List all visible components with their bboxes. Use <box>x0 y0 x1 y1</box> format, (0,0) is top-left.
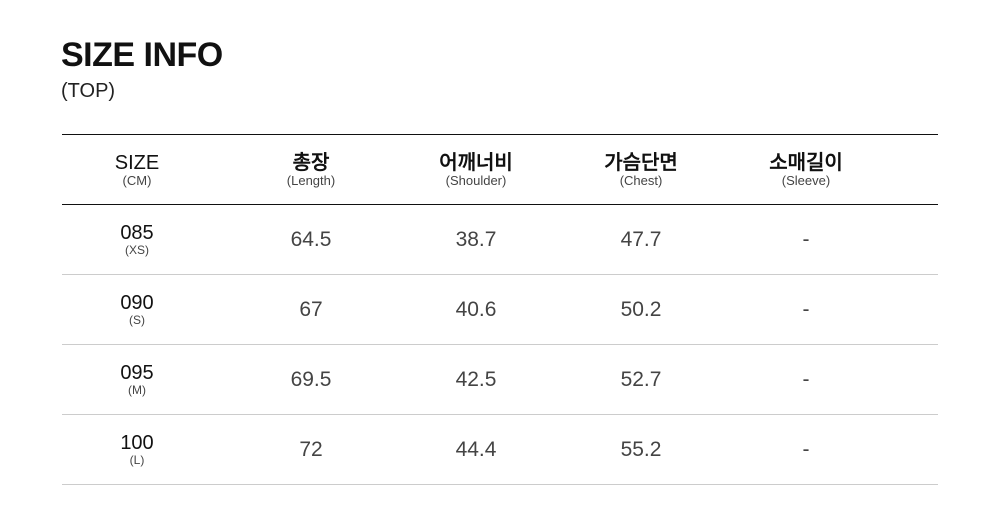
table-row: 100 (L) 72 44.4 55.2 - <box>62 415 938 485</box>
chest-value: 52.7 <box>620 367 662 391</box>
size-code: 100 <box>120 431 154 454</box>
size-cell: 090 (S) <box>54 275 220 344</box>
chest-value: 50.2 <box>620 297 662 321</box>
table-row: 090 (S) 67 40.6 50.2 - <box>62 275 938 345</box>
table-row: 095 (M) 69.5 42.5 52.7 - <box>62 345 938 415</box>
size-label: (M) <box>128 382 146 397</box>
length-value: 69.5 <box>290 367 332 391</box>
header-sublabel: (Shoulder) <box>445 172 507 188</box>
size-code: 095 <box>120 361 154 384</box>
size-label: (XS) <box>125 242 149 257</box>
header-sleeve: 소매길이 (Sleeve) <box>723 135 889 204</box>
sleeve-value: - <box>802 297 810 321</box>
header-size: SIZE (CM) <box>54 135 220 204</box>
size-table: SIZE (CM) 총장 (Length) 어깨너비 (Shoulder) 가슴단면(… <box>62 134 938 485</box>
chest-value: 55.2 <box>620 437 662 461</box>
chest-value: 47.7 <box>620 227 662 251</box>
shoulder-value: 40.6 <box>455 297 497 321</box>
header-label: 소매길이 <box>769 151 843 174</box>
sleeve-cell: - <box>723 205 889 274</box>
header-chest: 가슴단면 (Chest) <box>558 135 724 204</box>
chest-cell: 55.2 <box>558 415 724 484</box>
header-label: 어깨너비 <box>439 151 513 174</box>
shoulder-cell: 38.7 <box>393 205 559 274</box>
header-shoulder: 어깨너비 (Shoulder) <box>393 135 559 204</box>
header-label: 총장 <box>292 151 330 174</box>
size-cell: 085 (XS) <box>54 205 220 274</box>
size-cell: 100 (L) <box>54 415 220 484</box>
length-cell: 69.5 <box>228 345 394 414</box>
length-value: 64.5 <box>290 227 332 251</box>
page-subtitle: (TOP) <box>61 80 116 102</box>
sleeve-cell: - <box>723 415 889 484</box>
chest-cell: 47.7 <box>558 205 724 274</box>
size-label: (S) <box>129 312 145 327</box>
length-cell: 72 <box>228 415 394 484</box>
shoulder-value: 38.7 <box>455 227 497 251</box>
shoulder-value: 42.5 <box>455 367 497 391</box>
sleeve-cell: - <box>723 345 889 414</box>
sleeve-cell: - <box>723 275 889 344</box>
shoulder-value: 44.4 <box>455 437 497 461</box>
length-value: 67 <box>299 297 323 321</box>
length-value: 72 <box>299 437 323 461</box>
shoulder-cell: 42.5 <box>393 345 559 414</box>
header-label: SIZE <box>114 151 160 174</box>
size-cell: 095 (M) <box>54 345 220 414</box>
size-code: 090 <box>120 291 154 314</box>
chest-cell: 52.7 <box>558 345 724 414</box>
header-sublabel: (Sleeve) <box>781 172 831 188</box>
size-code: 085 <box>120 221 154 244</box>
sleeve-value: - <box>802 227 810 251</box>
header-length: 총장 (Length) <box>228 135 394 204</box>
sleeve-value: - <box>802 437 810 461</box>
page-title: SIZE INFO <box>61 36 223 74</box>
shoulder-cell: 44.4 <box>393 415 559 484</box>
size-label: (L) <box>129 452 145 467</box>
shoulder-cell: 40.6 <box>393 275 559 344</box>
table-header: SIZE (CM) 총장 (Length) 어깨너비 (Shoulder) 가슴단면(… <box>62 135 938 205</box>
header-sublabel: (CM) <box>122 172 152 188</box>
table-row: 085 (XS) 64.5 38.7 47.7 - <box>62 205 938 275</box>
chest-cell: 50.2 <box>558 275 724 344</box>
length-cell: 67 <box>228 275 394 344</box>
header-sublabel: (Chest) <box>619 172 663 188</box>
length-cell: 64.5 <box>228 205 394 274</box>
header-label: 가슴단면 <box>604 151 678 174</box>
sleeve-value: - <box>802 367 810 391</box>
header-sublabel: (Length) <box>286 172 336 188</box>
